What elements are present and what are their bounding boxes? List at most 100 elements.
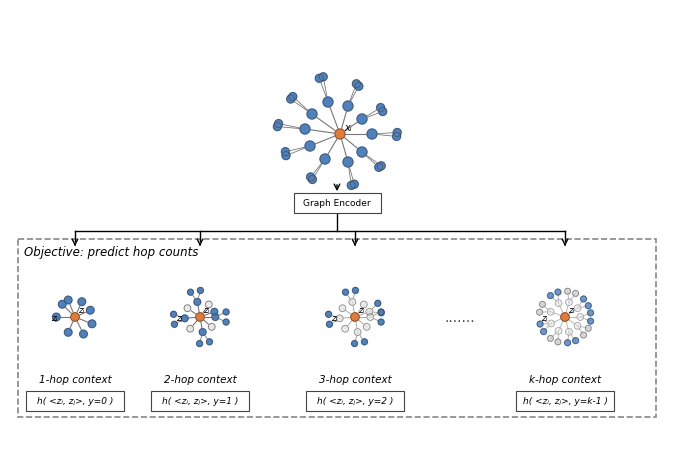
Text: zᵢ: zᵢ [568, 306, 574, 314]
Circle shape [274, 123, 282, 131]
Circle shape [211, 309, 218, 316]
Circle shape [305, 142, 315, 152]
Circle shape [555, 339, 561, 345]
Circle shape [274, 120, 282, 129]
Circle shape [197, 288, 204, 294]
Circle shape [367, 314, 373, 321]
Circle shape [573, 338, 578, 344]
Circle shape [377, 162, 386, 170]
Circle shape [565, 288, 571, 295]
Text: h( <zᵢ, zⱼ>, y=2 ): h( <zᵢ, zⱼ>, y=2 ) [317, 396, 393, 405]
Circle shape [548, 320, 555, 327]
Circle shape [342, 326, 348, 332]
Circle shape [187, 326, 193, 332]
Circle shape [392, 133, 400, 141]
Circle shape [223, 309, 229, 315]
Circle shape [350, 181, 359, 189]
Circle shape [561, 313, 570, 322]
Circle shape [565, 299, 572, 306]
Circle shape [541, 329, 547, 335]
Circle shape [319, 74, 327, 81]
Circle shape [88, 320, 96, 328]
Text: 1-hop context: 1-hop context [38, 374, 111, 384]
Text: zⱼ: zⱼ [332, 313, 338, 322]
Circle shape [378, 309, 384, 315]
Circle shape [565, 329, 572, 336]
Text: 2-hop context: 2-hop context [164, 374, 237, 384]
Circle shape [363, 324, 370, 330]
Circle shape [326, 322, 332, 327]
Text: zⱼ: zⱼ [541, 313, 548, 322]
Text: h( <zᵢ, zⱼ>, y=1 ): h( <zᵢ, zⱼ>, y=1 ) [162, 396, 238, 405]
Circle shape [347, 182, 355, 190]
Circle shape [187, 289, 193, 296]
Circle shape [78, 298, 86, 306]
Text: zᵢ: zᵢ [78, 306, 84, 314]
Circle shape [355, 83, 363, 91]
Circle shape [336, 315, 343, 322]
Circle shape [86, 307, 94, 314]
Text: .......: ....... [445, 310, 475, 324]
Circle shape [300, 125, 310, 135]
Circle shape [585, 326, 591, 332]
Circle shape [375, 301, 381, 307]
Circle shape [59, 301, 66, 308]
Circle shape [282, 152, 290, 160]
Text: k-hop context: k-hop context [529, 374, 601, 384]
Circle shape [574, 305, 581, 312]
Circle shape [580, 332, 586, 338]
Circle shape [343, 158, 353, 168]
FancyBboxPatch shape [293, 194, 381, 214]
Circle shape [349, 299, 356, 306]
Circle shape [339, 305, 346, 312]
Circle shape [208, 324, 215, 330]
Circle shape [184, 305, 191, 312]
Circle shape [171, 312, 177, 317]
FancyBboxPatch shape [151, 391, 249, 411]
Circle shape [355, 329, 361, 336]
Circle shape [352, 341, 357, 347]
Circle shape [357, 148, 367, 158]
Circle shape [288, 93, 297, 101]
Circle shape [80, 330, 88, 338]
Circle shape [537, 309, 543, 316]
Circle shape [357, 115, 367, 125]
Circle shape [194, 299, 201, 306]
Circle shape [197, 341, 203, 347]
Text: zᵢ: zᵢ [203, 306, 210, 314]
Text: zⱼ: zⱼ [51, 313, 58, 322]
Circle shape [326, 312, 332, 317]
Circle shape [286, 96, 295, 104]
Circle shape [379, 108, 387, 116]
Circle shape [547, 293, 553, 299]
Text: h( <zᵢ, zⱼ>, y=0 ): h( <zᵢ, zⱼ>, y=0 ) [37, 396, 113, 405]
Text: zᵢ: zᵢ [358, 306, 365, 314]
Circle shape [307, 174, 315, 182]
Circle shape [537, 321, 543, 327]
Text: xᵢ: xᵢ [344, 123, 352, 133]
Circle shape [206, 339, 212, 345]
FancyBboxPatch shape [306, 391, 404, 411]
Circle shape [71, 313, 80, 322]
Text: h( <zᵢ, zⱼ>, y=k-1 ): h( <zᵢ, zⱼ>, y=k-1 ) [522, 396, 607, 405]
Circle shape [377, 104, 385, 112]
Circle shape [181, 315, 188, 322]
Circle shape [378, 319, 384, 325]
Circle shape [282, 149, 289, 157]
Circle shape [200, 329, 206, 336]
Circle shape [367, 130, 377, 140]
Circle shape [366, 309, 373, 316]
Circle shape [65, 329, 72, 337]
Circle shape [361, 339, 367, 345]
Circle shape [323, 98, 333, 108]
Circle shape [342, 289, 348, 296]
Circle shape [547, 336, 553, 342]
Circle shape [378, 310, 384, 316]
Circle shape [65, 297, 72, 304]
Circle shape [547, 309, 554, 316]
Text: Objective: predict hop counts: Objective: predict hop counts [24, 246, 198, 258]
Circle shape [555, 300, 562, 307]
Circle shape [573, 291, 578, 297]
Circle shape [171, 322, 177, 327]
Circle shape [206, 301, 212, 308]
